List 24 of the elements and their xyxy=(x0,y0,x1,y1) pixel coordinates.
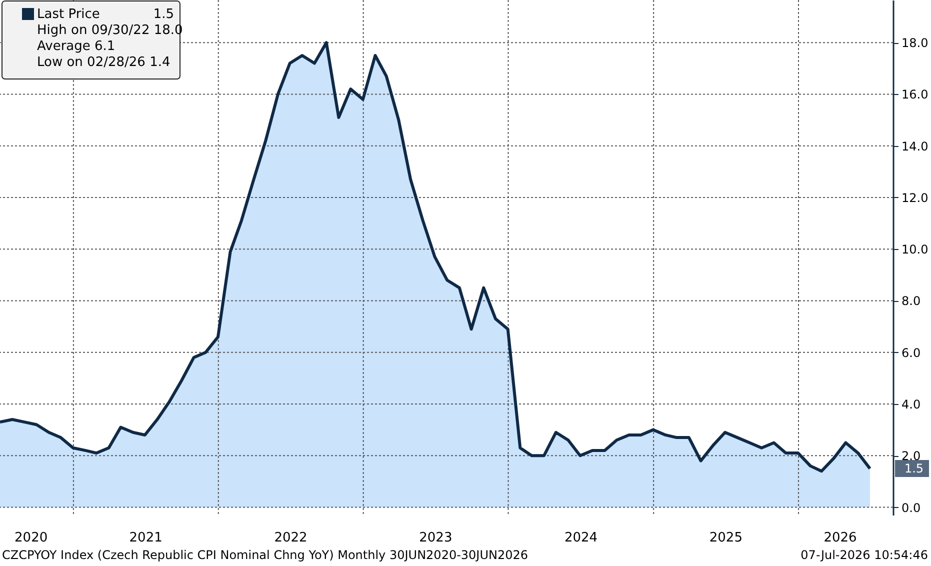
annotation: 1.5 xyxy=(904,462,924,476)
x-tick-label: 2024 xyxy=(564,530,598,546)
y-tick-label: 0.0 xyxy=(902,500,921,515)
annotation: Average 6.1 xyxy=(37,39,116,54)
y-tick-label: 12.0 xyxy=(902,190,928,205)
x-tick-label: 2020 xyxy=(14,530,48,546)
y-tick-label: 14.0 xyxy=(902,139,928,154)
y-tick-label: 4.0 xyxy=(902,397,921,412)
text: 1.5 xyxy=(153,7,174,22)
annotation: Low on 02/28/26 1.4 xyxy=(37,55,170,70)
x-tick-label: 2022 xyxy=(274,530,308,546)
y-tick-label: 2.0 xyxy=(902,449,921,464)
text: CZCPYOY Index (Czech Republic CPI Nominal Chng YoY) Monthly 30JUN2020-30JUN2026 xyxy=(2,548,528,562)
legend-label: Last Price xyxy=(37,7,100,22)
y-tick-label: 18.0 xyxy=(902,36,928,50)
text: 07-Jul-2026 10:54:46 xyxy=(800,548,928,562)
y-tick-label: 16.0 xyxy=(902,88,928,102)
y-tick-label: 10.0 xyxy=(902,242,928,257)
x-tick-label: 2026 xyxy=(824,530,857,546)
x-tick-label: 2021 xyxy=(129,530,162,546)
x-tick-label: 2023 xyxy=(419,530,452,546)
y-tick-label: 8.0 xyxy=(902,294,921,308)
y-tick-label: 6.0 xyxy=(902,346,921,360)
x-tick-label: 2025 xyxy=(709,530,742,546)
